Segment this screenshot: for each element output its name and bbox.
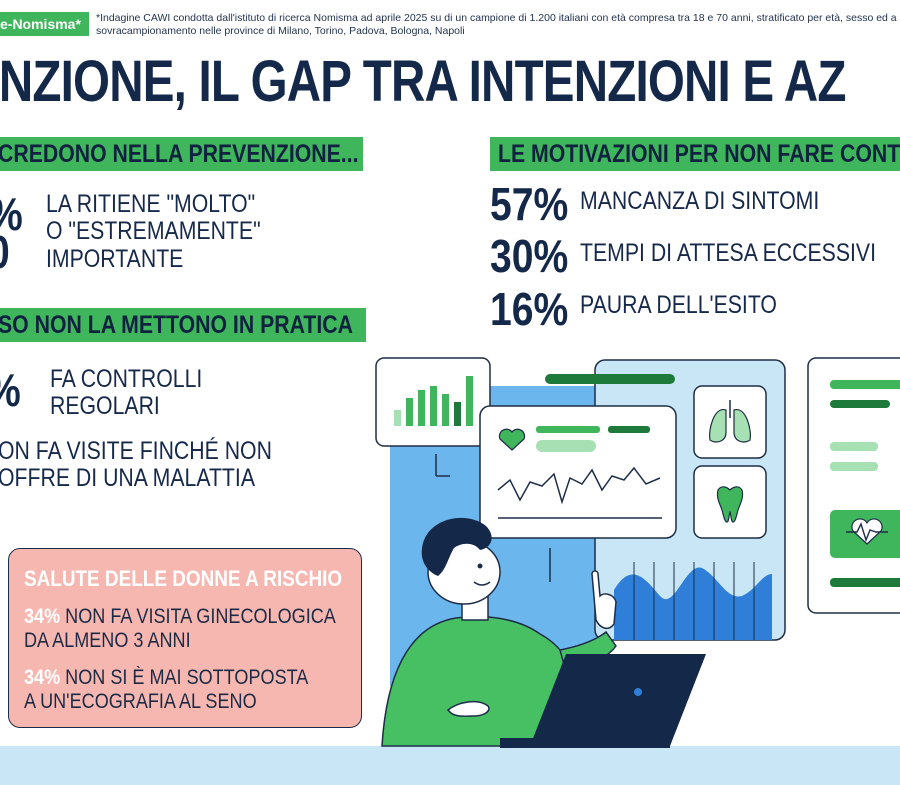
section-heading-practice: SO NON LA METTONO IN PRATICA: [0, 308, 366, 342]
women-stat-line: A UN'ECOGRAFIA AL SENO: [24, 690, 257, 713]
heart-icon: [498, 428, 526, 451]
stat-text-line: OFFRE DI UNA MALATTIA: [0, 464, 255, 492]
women-stat-line: 34% NON FA VISITA GINECOLOGICA: [24, 605, 336, 628]
brand-badge: e-Nomisma*: [0, 12, 89, 36]
section-heading-believe: CREDONO NELLA PREVENZIONE...: [0, 137, 363, 171]
survey-footnote: *Indagine CAWI condotta dall'istituto di…: [96, 12, 897, 37]
stat-text-line: LA RITIENE "MOLTO": [46, 190, 256, 218]
motivation-label: PAURA DELL'ESITO: [580, 291, 777, 319]
motivation-label: TEMPI DI ATTESA ECCESSIVI: [580, 239, 876, 267]
motivation-label: MANCANZA DI SINTOMI: [580, 187, 820, 215]
women-stat-line: 34% NON SI È MAI SOTTOPOSTA: [24, 666, 309, 689]
motivation-pct: 57%: [490, 178, 569, 230]
stat-fragment: %: [0, 366, 27, 414]
stat-text-line: REGOLARI: [50, 392, 160, 420]
doctor-dashboard-illustration: [375, 357, 900, 748]
tooth-icon: [716, 486, 744, 523]
stat-text-line: FA CONTROLLI: [50, 365, 203, 393]
section-heading-motivations: LE MOTIVAZIONI PER NON FARE CONT: [490, 137, 900, 171]
women-health-title: SALUTE DELLE DONNE A RISCHIO: [24, 566, 343, 591]
page-title: ENZIONE, IL GAP TRA INTENZIONI E AZ: [0, 49, 846, 114]
stat-text-line: IMPORTANTE: [46, 245, 184, 273]
lungs-icon: [709, 400, 751, 443]
women-health-box: [8, 548, 362, 728]
motivation-pct: 16%: [490, 283, 569, 335]
stat-text-line: O "ESTREMAMENTE": [46, 217, 261, 245]
bar-chart-icon: [394, 376, 473, 426]
motivation-pct: 30%: [490, 230, 569, 282]
stat-text-line: ON FA VISITE FINCHÉ NON: [0, 437, 272, 465]
stat-fragment-top: %: [0, 190, 29, 238]
women-stat-line: DA ALMENO 3 ANNI: [24, 629, 191, 652]
stat-fragment-bottom: 0: [0, 228, 14, 276]
floor-band: [0, 746, 900, 785]
heart-pulse-icon: [846, 518, 888, 545]
